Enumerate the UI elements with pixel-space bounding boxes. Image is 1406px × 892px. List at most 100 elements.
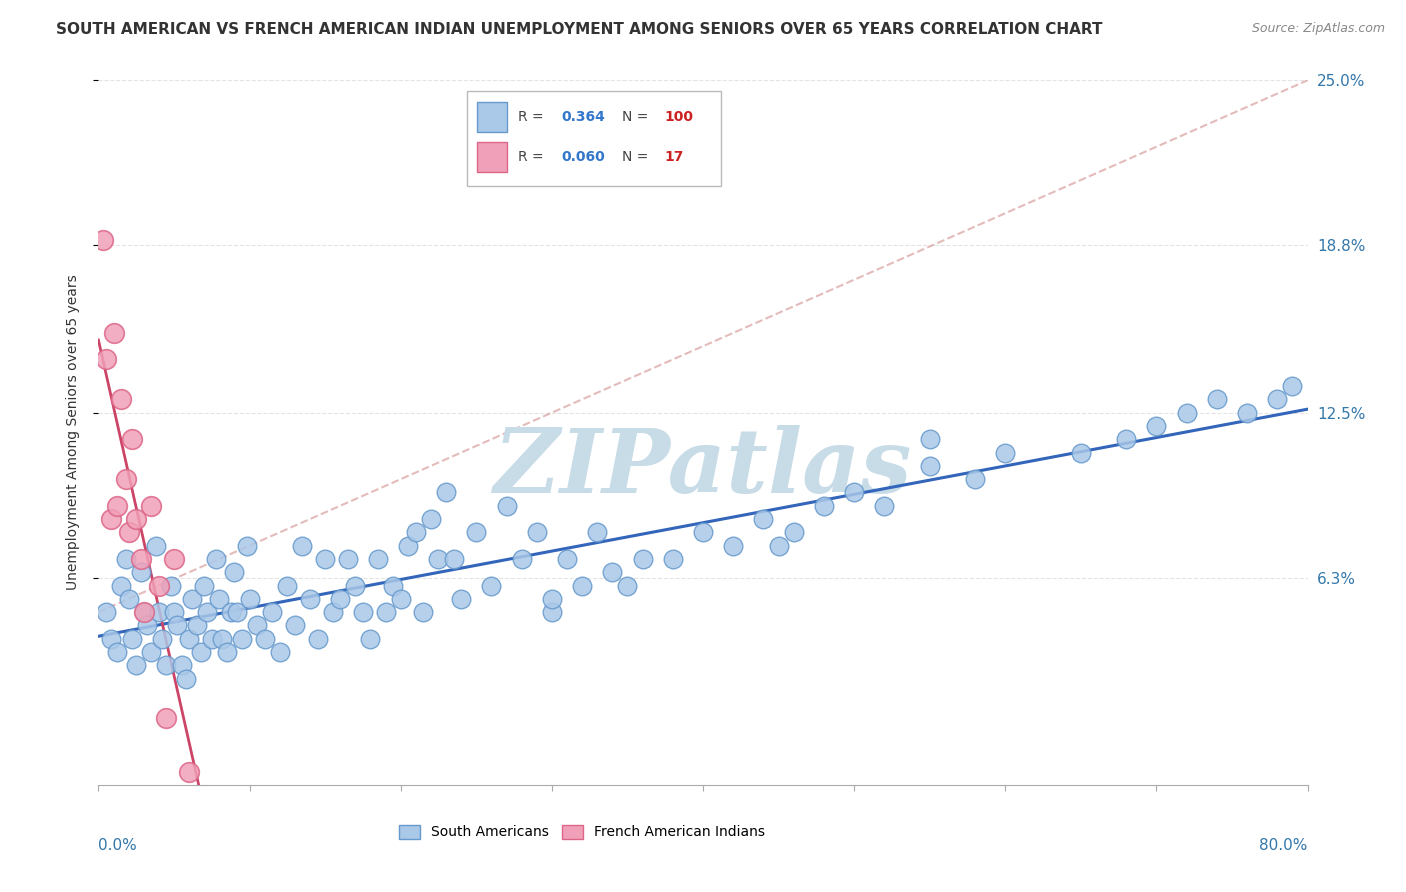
Point: [420, 512, 443, 526]
Point: [723, 539, 745, 553]
Text: N =: N =: [621, 110, 652, 124]
Point: [918, 458, 941, 473]
Point: [239, 591, 262, 606]
Point: [125, 512, 148, 526]
Point: [526, 525, 548, 540]
Point: [344, 578, 367, 592]
Point: [114, 552, 136, 566]
Point: [994, 445, 1017, 459]
Text: R =: R =: [517, 150, 548, 164]
Point: [160, 578, 183, 592]
Point: [118, 525, 141, 540]
Point: [450, 591, 472, 606]
Point: [170, 658, 193, 673]
Point: [571, 578, 593, 592]
Point: [1236, 406, 1258, 420]
Text: 100: 100: [664, 110, 693, 124]
Point: [631, 552, 654, 566]
Point: [148, 578, 170, 592]
Point: [148, 605, 170, 619]
Point: [427, 552, 450, 566]
Point: [299, 591, 322, 606]
Point: [179, 632, 201, 646]
Text: 0.364: 0.364: [561, 110, 606, 124]
Y-axis label: Unemployment Among Seniors over 65 years: Unemployment Among Seniors over 65 years: [66, 275, 80, 591]
Point: [141, 645, 163, 659]
Point: [253, 632, 276, 646]
Point: [481, 578, 503, 592]
Point: [412, 605, 434, 619]
Point: [661, 552, 683, 566]
Point: [100, 632, 122, 646]
Point: [132, 605, 155, 619]
Point: [226, 605, 249, 619]
Text: R =: R =: [517, 110, 548, 124]
Point: [121, 632, 143, 646]
Point: [510, 552, 533, 566]
Point: [616, 578, 638, 592]
Point: [284, 618, 307, 632]
Point: [205, 552, 228, 566]
Point: [314, 552, 336, 566]
Point: [586, 525, 609, 540]
Point: [844, 485, 866, 500]
Point: [155, 658, 177, 673]
Point: [768, 539, 790, 553]
Point: [443, 552, 465, 566]
Point: [190, 645, 212, 659]
Point: [873, 499, 896, 513]
Point: [602, 566, 624, 580]
FancyBboxPatch shape: [477, 102, 508, 132]
Point: [1175, 406, 1198, 420]
Point: [174, 672, 197, 686]
Text: ZIPatlas: ZIPatlas: [495, 425, 911, 511]
Point: [94, 605, 117, 619]
Point: [396, 539, 419, 553]
Point: [145, 539, 167, 553]
Legend: South Americans, French American Indians: South Americans, French American Indians: [394, 819, 770, 845]
Point: [307, 632, 329, 646]
Point: [193, 578, 215, 592]
Point: [336, 552, 359, 566]
Point: [235, 539, 257, 553]
Point: [186, 618, 208, 632]
Point: [132, 605, 155, 619]
Point: [105, 499, 128, 513]
Point: [118, 591, 141, 606]
Point: [125, 658, 148, 673]
Point: [103, 326, 125, 340]
Text: 17: 17: [664, 150, 683, 164]
Text: 0.0%: 0.0%: [98, 838, 138, 853]
Point: [918, 432, 941, 446]
Point: [405, 525, 427, 540]
Point: [1070, 445, 1092, 459]
Point: [1115, 432, 1137, 446]
Point: [389, 591, 412, 606]
Point: [110, 392, 132, 407]
Point: [215, 645, 238, 659]
Text: N =: N =: [621, 150, 652, 164]
Point: [1267, 392, 1289, 407]
Point: [262, 605, 284, 619]
Point: [965, 472, 987, 486]
Point: [181, 591, 204, 606]
Point: [1146, 419, 1168, 434]
Point: [179, 764, 201, 779]
Point: [465, 525, 488, 540]
Point: [540, 591, 562, 606]
Point: [211, 632, 233, 646]
Point: [91, 233, 114, 247]
Point: [110, 578, 132, 592]
Point: [1281, 379, 1303, 393]
Point: [555, 552, 578, 566]
Point: [141, 499, 163, 513]
Point: [269, 645, 291, 659]
Point: [752, 512, 775, 526]
Point: [813, 499, 835, 513]
Point: [322, 605, 344, 619]
Point: [166, 618, 188, 632]
Text: 0.060: 0.060: [561, 150, 605, 164]
Point: [291, 539, 314, 553]
Text: SOUTH AMERICAN VS FRENCH AMERICAN INDIAN UNEMPLOYMENT AMONG SENIORS OVER 65 YEAR: SOUTH AMERICAN VS FRENCH AMERICAN INDIAN…: [56, 22, 1102, 37]
Point: [540, 605, 562, 619]
